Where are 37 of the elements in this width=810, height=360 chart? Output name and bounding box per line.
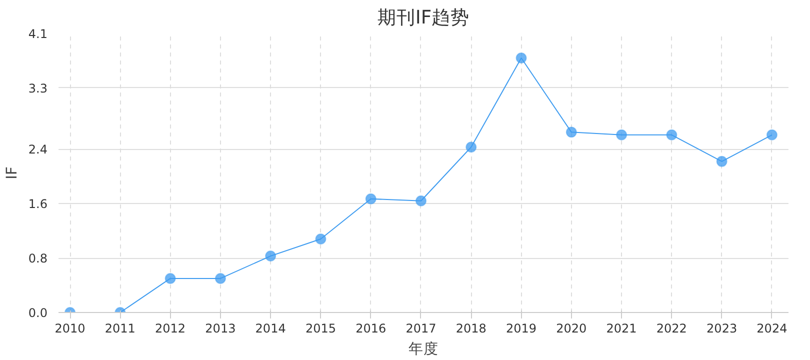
x-axis-title: 年度: [408, 340, 438, 358]
y-tick-label: 0.8: [28, 252, 48, 266]
x-tick-label: 2022: [656, 322, 687, 336]
point: [214, 272, 226, 284]
point: [516, 52, 527, 64]
x-tick-label: 2017: [406, 322, 436, 336]
chart-title: 期刊IF趋势: [377, 8, 470, 28]
x-tick-label: 2021: [606, 322, 637, 336]
x-tick-label: 2023: [706, 322, 738, 336]
x-tick-label: 2020: [556, 322, 587, 336]
point: [466, 142, 477, 153]
x-tick-label: 2015: [305, 322, 336, 336]
y-tick-label: 4.1: [28, 27, 48, 41]
y-tick-label: 1.6: [28, 197, 48, 212]
point: [315, 234, 326, 244]
x-tick-label: 2013: [205, 322, 236, 336]
point: [766, 129, 778, 140]
point: [365, 193, 376, 204]
y-tick-label: 0.0: [28, 306, 48, 320]
point: [164, 272, 176, 284]
point: [566, 126, 577, 138]
y-tick-label: 2.4: [28, 142, 48, 157]
x-tick-label: 2014: [255, 322, 286, 336]
point: [616, 129, 628, 140]
x-tick-label: 2012: [155, 322, 186, 336]
point: [415, 195, 426, 206]
point: [716, 156, 728, 167]
x-tick-label: 2016: [356, 322, 386, 336]
x-tick-label: 2011: [104, 322, 136, 336]
point: [265, 250, 276, 262]
x-tick-label: 2019: [506, 322, 537, 336]
y-axis-title: IF: [3, 166, 20, 180]
x-tick-label: 2024: [756, 322, 788, 336]
point: [666, 129, 678, 140]
y-tick-label: 3.3: [28, 81, 48, 96]
x-tick-label: 2018: [456, 322, 486, 336]
x-tick-label: 2010: [54, 322, 86, 336]
